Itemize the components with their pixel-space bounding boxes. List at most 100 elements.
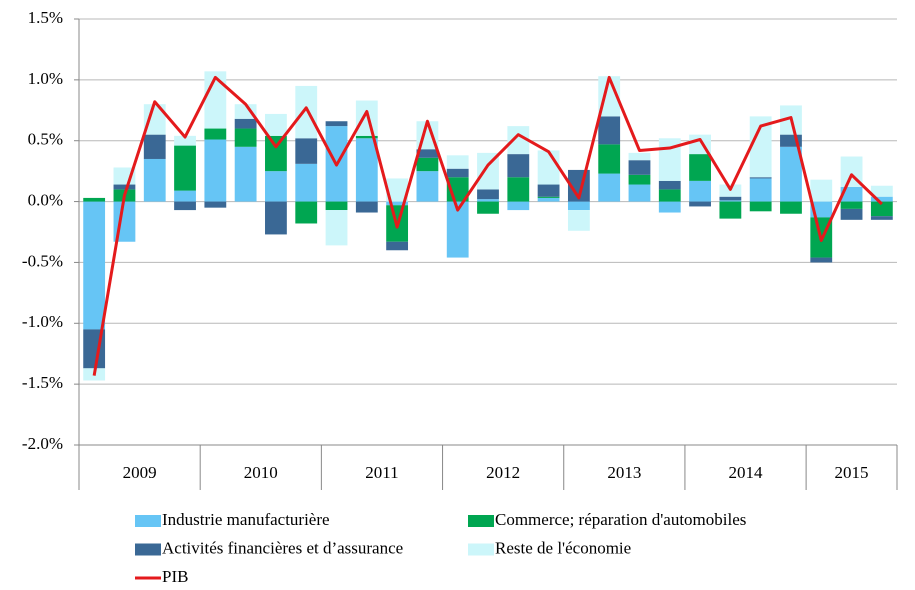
bar: [265, 113, 287, 136]
bar: [446, 201, 469, 258]
bar: [840, 201, 863, 209]
y-tick-label: 0.0%: [28, 190, 63, 209]
legend-swatch: [468, 515, 494, 527]
bar: [295, 138, 318, 164]
bar: [719, 196, 742, 201]
legend-label: PIB: [162, 567, 188, 586]
bar: [143, 134, 166, 159]
x-tick-label: 2009: [123, 463, 157, 482]
bar: [416, 149, 439, 158]
bar: [204, 201, 227, 208]
bar: [780, 201, 802, 214]
legend-label: Industrie manufacturière: [162, 510, 330, 529]
y-tick-label: -1.0%: [22, 312, 63, 331]
bar: [870, 201, 893, 217]
y-tick-label: 1.5%: [28, 8, 63, 27]
bar: [265, 171, 287, 202]
bar: [234, 146, 257, 202]
x-tick-label: 2012: [486, 463, 520, 482]
bar: [416, 157, 439, 172]
bar: [719, 201, 742, 219]
bar: [689, 180, 711, 202]
bar: [355, 201, 378, 213]
bar: [689, 201, 711, 207]
bar: [386, 201, 409, 206]
bar: [628, 152, 651, 161]
bar: [477, 199, 499, 202]
bar: [83, 201, 106, 330]
bar: [810, 257, 833, 263]
bar: [780, 146, 802, 202]
bar: [234, 118, 257, 129]
bar: [386, 241, 409, 251]
bar: [174, 190, 196, 202]
bar: [507, 154, 530, 178]
bar: [628, 174, 651, 185]
bar: [870, 185, 893, 197]
bar: [325, 121, 348, 127]
bar: [628, 160, 651, 175]
bar: [537, 184, 560, 197]
legend-label: Activités financières et d’assurance: [162, 538, 403, 557]
bar: [174, 135, 196, 146]
x-tick-label: 2010: [244, 463, 278, 482]
bar: [295, 85, 318, 139]
legend-label: Commerce; réparation d'automobiles: [495, 510, 746, 529]
y-tick-label: -0.5%: [22, 251, 63, 270]
bar: [810, 179, 833, 202]
x-tick-label: 2015: [835, 463, 869, 482]
bar: [143, 104, 166, 135]
bar: [507, 201, 530, 211]
bar: [325, 201, 348, 211]
bar: [325, 210, 348, 246]
bar: [174, 145, 196, 191]
bar: [870, 196, 893, 202]
x-tick-label: 2011: [365, 463, 398, 482]
bar: [567, 201, 590, 211]
line: [92, 75, 883, 376]
y-tick-label: -1.5%: [22, 373, 63, 392]
bar: [840, 208, 863, 220]
bar: [295, 201, 318, 224]
bar: [355, 135, 378, 139]
bar: [477, 201, 499, 214]
bar: [658, 189, 681, 202]
bar: [719, 200, 742, 202]
x-tick-label: 2014: [729, 463, 764, 482]
bar: [265, 135, 287, 172]
bar: [204, 128, 227, 140]
bar: [537, 196, 560, 198]
bar: [598, 173, 621, 202]
bar: [598, 144, 621, 174]
legend-swatch: [135, 515, 161, 527]
bar: [689, 154, 711, 181]
bar: [446, 168, 469, 178]
bar: [416, 171, 439, 202]
legend-swatch: [135, 543, 161, 556]
bar: [749, 178, 772, 202]
bar: [295, 163, 318, 202]
x-tick-label: 2013: [607, 463, 641, 482]
bar: [204, 139, 227, 202]
bar: [386, 178, 409, 202]
legend-label: Reste de l'économie: [495, 538, 631, 557]
y-tick-label: 1.0%: [28, 69, 63, 88]
bar: [749, 116, 772, 178]
bar: [174, 201, 196, 211]
bar: [355, 138, 378, 202]
bar: [749, 201, 772, 212]
bar: [658, 180, 681, 190]
bar: [234, 128, 257, 147]
bar: [507, 177, 530, 202]
bar: [477, 189, 499, 200]
bar: [143, 158, 166, 202]
bar: [658, 201, 681, 213]
bar: [477, 152, 499, 190]
bar: [537, 197, 560, 202]
bar: [113, 184, 136, 190]
y-tick-label: 0.5%: [28, 130, 63, 149]
bar: [840, 186, 863, 202]
bar: [265, 201, 287, 235]
bar: [355, 100, 378, 136]
